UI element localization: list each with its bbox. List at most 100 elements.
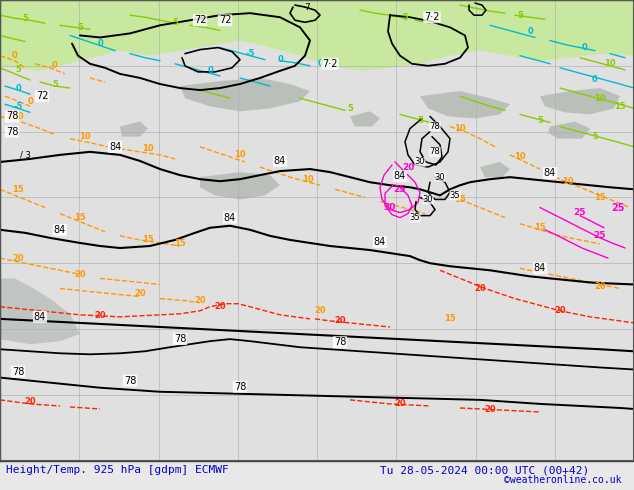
Text: 5: 5 [402,13,408,22]
Text: 15: 15 [142,235,154,245]
Text: 20: 20 [94,311,106,320]
Text: 0: 0 [12,51,18,60]
Text: 78: 78 [124,376,136,386]
Text: 15: 15 [454,195,466,204]
Text: 72: 72 [219,15,231,25]
Polygon shape [548,122,590,139]
Text: 10: 10 [234,150,246,159]
Text: 20: 20 [394,399,406,408]
Text: 25: 25 [611,202,624,213]
Polygon shape [350,111,380,126]
Text: 10: 10 [454,124,466,133]
Text: 20: 20 [194,296,206,305]
Text: 30: 30 [415,157,425,167]
Text: 20: 20 [12,254,24,263]
Text: 30: 30 [384,203,396,212]
Text: 84: 84 [534,263,546,273]
Text: 20: 20 [74,270,86,279]
Text: 84: 84 [34,312,46,322]
Text: 84: 84 [544,168,556,178]
Text: 7: 7 [304,2,310,12]
Text: ©weatheronline.co.uk: ©weatheronline.co.uk [504,475,621,485]
Text: 78: 78 [6,126,18,137]
Polygon shape [440,0,634,37]
Text: Height/Temp. 925 hPa [gdpm] ECMWF: Height/Temp. 925 hPa [gdpm] ECMWF [6,466,229,475]
Text: 5: 5 [537,116,543,125]
Text: 0: 0 [52,61,58,70]
Polygon shape [200,172,280,199]
Text: 20: 20 [402,163,414,172]
Polygon shape [120,122,148,137]
Text: 10: 10 [12,112,24,121]
Text: 20: 20 [334,317,346,325]
Text: 35: 35 [410,213,420,222]
Text: 0: 0 [277,55,283,64]
Text: 20: 20 [594,282,606,291]
Text: 15: 15 [614,102,626,111]
Polygon shape [180,78,310,111]
Text: 10: 10 [562,177,574,186]
Text: 25: 25 [394,185,406,194]
Text: 7·2: 7·2 [424,12,440,22]
Text: 0: 0 [207,66,213,75]
Text: 5: 5 [517,11,523,20]
Text: 5: 5 [347,104,353,113]
Text: 15: 15 [74,213,86,222]
Text: 20: 20 [554,306,566,315]
Text: 78: 78 [234,382,246,392]
Polygon shape [480,162,510,177]
Text: 78: 78 [430,147,441,156]
Text: 15: 15 [534,223,546,232]
Text: 20: 20 [484,406,496,415]
Text: 10: 10 [514,152,526,161]
Text: 15: 15 [12,185,24,194]
Text: 0: 0 [527,27,533,36]
Text: 84: 84 [274,156,286,166]
Polygon shape [420,91,510,119]
Text: 20: 20 [474,284,486,293]
Polygon shape [540,88,620,114]
Polygon shape [0,0,634,71]
Text: 20: 20 [314,306,326,315]
Text: 15: 15 [444,315,456,323]
Text: 10: 10 [604,59,616,68]
Text: -5: -5 [245,49,255,58]
Text: 0: 0 [15,84,21,93]
Text: 30: 30 [423,195,433,204]
Text: 7·2: 7·2 [322,59,338,69]
Text: 25: 25 [594,231,606,241]
Polygon shape [0,278,80,344]
Text: 84: 84 [54,225,66,235]
Text: Tu 28-05-2024 00:00 UTC (00+42): Tu 28-05-2024 00:00 UTC (00+42) [380,466,590,475]
Text: 5: 5 [77,23,83,32]
Text: 5: 5 [172,18,178,27]
Text: 0: 0 [27,97,33,106]
Text: 5: 5 [52,79,58,89]
Text: 20: 20 [24,397,36,406]
Text: 0: 0 [582,43,588,52]
Text: 78: 78 [6,111,18,122]
Text: 20: 20 [214,302,226,311]
Text: 5: 5 [592,132,598,141]
Text: -5: -5 [13,102,23,111]
Text: 10: 10 [142,145,154,153]
Text: 5: 5 [15,65,21,74]
Text: 0: 0 [592,75,598,84]
Text: 84: 84 [224,213,236,222]
Text: 84: 84 [109,142,121,152]
Text: 72: 72 [36,91,48,101]
Text: 78: 78 [334,337,346,347]
Text: 78: 78 [174,334,186,344]
Text: 10: 10 [79,132,91,141]
Text: 15: 15 [594,193,606,202]
Text: 15: 15 [174,240,186,248]
Text: 78: 78 [12,367,24,376]
Text: 78: 78 [430,122,441,131]
Text: 10: 10 [594,94,606,103]
Text: 20: 20 [134,289,146,298]
Text: / 3: / 3 [20,150,30,159]
Text: 25: 25 [574,208,586,217]
Text: 10: 10 [302,174,314,184]
Text: 0: 0 [317,59,323,68]
Text: 5: 5 [22,14,28,23]
